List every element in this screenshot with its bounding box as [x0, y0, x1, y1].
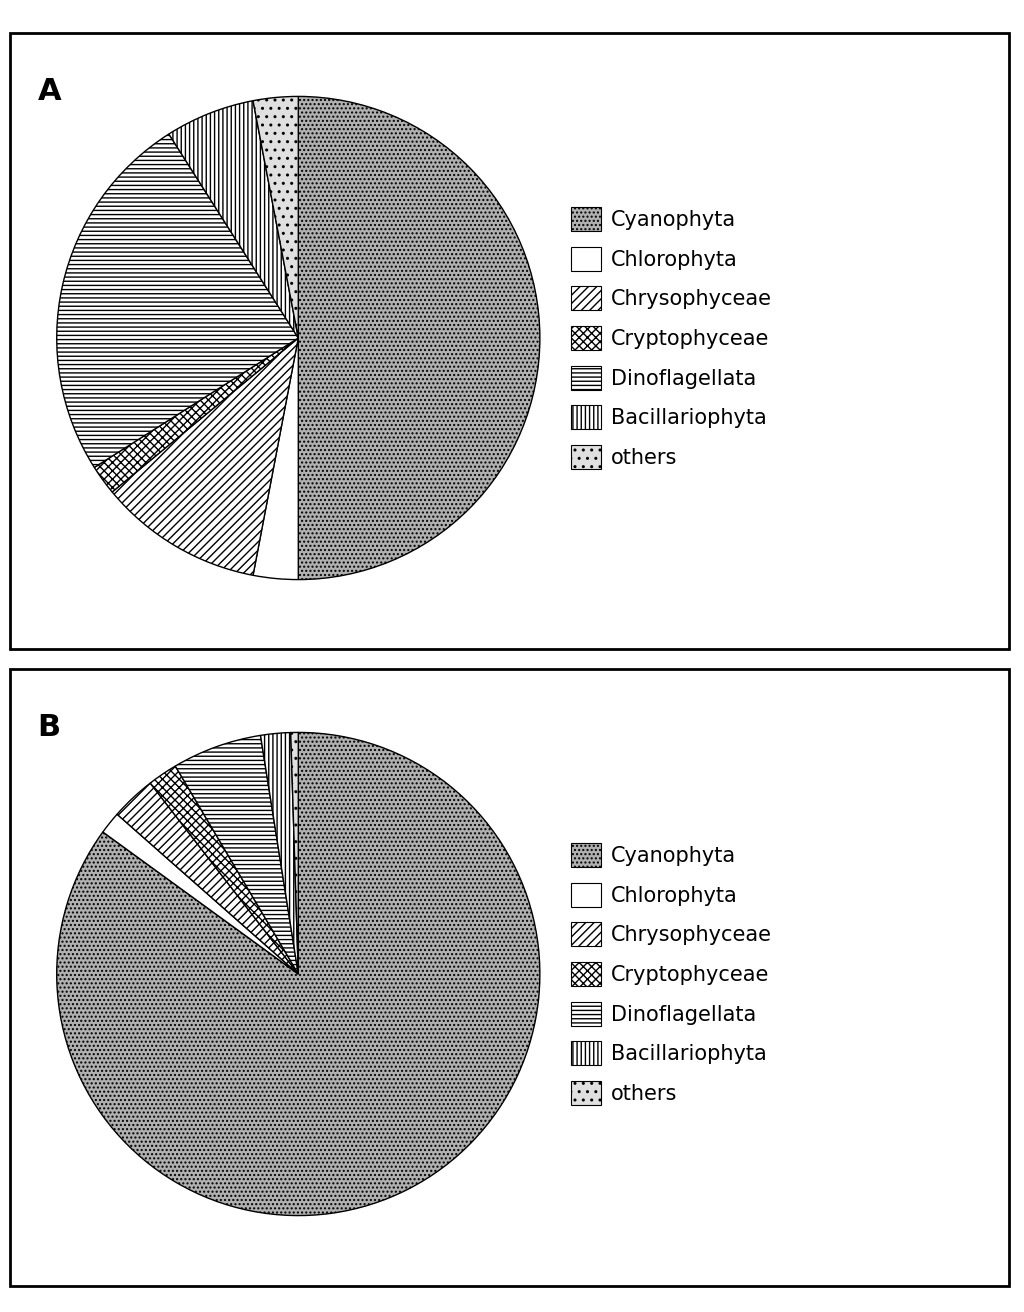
- Text: B: B: [38, 714, 60, 743]
- Legend: Cyanophyta, Chlorophyta, Chrysophyceae, Cryptophyceae, Dinoflagellata, Bacillari: Cyanophyta, Chlorophyta, Chrysophyceae, …: [565, 201, 778, 475]
- Wedge shape: [113, 338, 298, 575]
- Wedge shape: [94, 338, 298, 492]
- Wedge shape: [151, 766, 298, 974]
- Wedge shape: [291, 732, 298, 974]
- Wedge shape: [298, 96, 540, 580]
- Wedge shape: [253, 338, 298, 580]
- Wedge shape: [253, 96, 298, 338]
- Wedge shape: [175, 736, 298, 974]
- Wedge shape: [260, 732, 298, 974]
- Wedge shape: [169, 101, 298, 338]
- Legend: Cyanophyta, Chlorophyta, Chrysophyceae, Cryptophyceae, Dinoflagellata, Bacillari: Cyanophyta, Chlorophyta, Chrysophyceae, …: [565, 837, 778, 1111]
- Wedge shape: [56, 732, 540, 1216]
- Wedge shape: [102, 815, 298, 974]
- Text: A: A: [38, 77, 61, 106]
- Wedge shape: [56, 134, 298, 467]
- Wedge shape: [117, 783, 298, 974]
